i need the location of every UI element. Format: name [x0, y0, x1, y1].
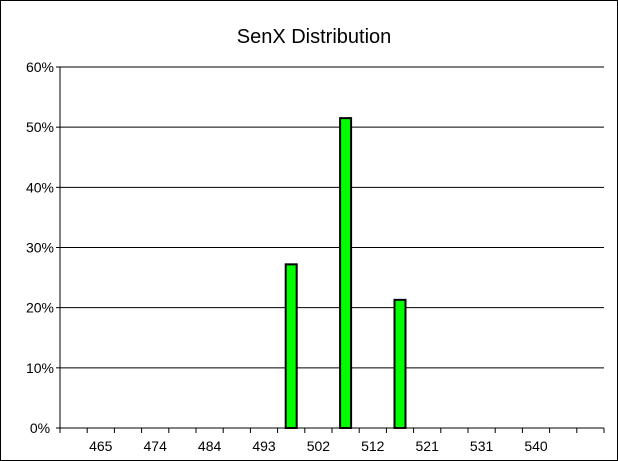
- x-tick-label: 474: [144, 438, 168, 454]
- y-tick-label: 60%: [26, 59, 54, 75]
- y-tick-label: 10%: [26, 360, 54, 376]
- bar: [339, 117, 353, 430]
- y-tick-label: 40%: [26, 179, 54, 195]
- axes: [56, 66, 605, 433]
- x-tick-label: 531: [470, 438, 494, 454]
- y-tick-label: 30%: [26, 240, 54, 256]
- gridlines: [60, 66, 604, 369]
- x-tick-label: 484: [198, 438, 222, 454]
- y-tick-label: 20%: [26, 300, 54, 316]
- x-tick-label: 493: [252, 438, 276, 454]
- y-tick-label: 50%: [26, 119, 54, 135]
- x-tick-label: 521: [416, 438, 440, 454]
- chart-title: SenX Distribution: [237, 26, 392, 48]
- x-tick-label: 512: [361, 438, 385, 454]
- y-tick-label: 0%: [30, 420, 50, 436]
- bar: [284, 263, 298, 430]
- x-tick-label: 502: [307, 438, 331, 454]
- bar: [393, 298, 407, 429]
- x-tick-label: 540: [524, 438, 548, 454]
- y-tick-labels: 0% 10% 20% 30% 40% 50% 60%: [26, 59, 54, 436]
- x-tick-label: 465: [89, 438, 113, 454]
- x-tick-labels: 465 474 484 493 502 512 521 531 540: [89, 438, 548, 454]
